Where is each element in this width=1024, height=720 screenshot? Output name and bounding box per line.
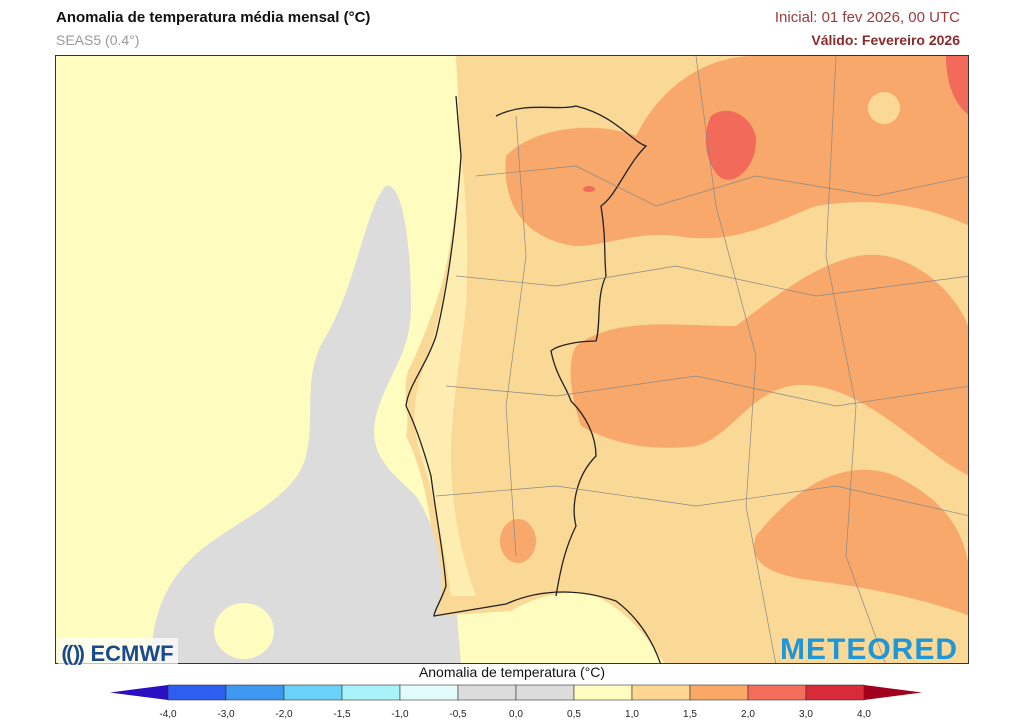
colorbar: -4,0 -3,0 -2,0 -1,5 -1,0 -0,5 0,0 0,5 1,0 1,5 2,0 3… bbox=[110, 684, 922, 720]
ecmwf-logo: ⸨⸩ ECMWF bbox=[58, 638, 178, 668]
colorbar-segment bbox=[283, 684, 343, 701]
neutral-anomaly-sea bbox=[151, 185, 461, 663]
colorbar-segment bbox=[689, 684, 749, 701]
colorbar-segment bbox=[805, 684, 865, 701]
warm-anomaly-southeast bbox=[754, 469, 968, 616]
warm-anomaly-algarve bbox=[500, 519, 536, 563]
map-title: Anomalia de temperatura média mensal (°C… bbox=[56, 9, 371, 26]
colorbar-segment bbox=[747, 684, 807, 701]
land-pocket bbox=[868, 92, 900, 124]
colorbar-tick-label: 0,5 bbox=[567, 709, 581, 720]
colorbar-tick-label: 1,0 bbox=[625, 709, 639, 720]
hot-anomaly bbox=[705, 110, 756, 180]
hot-anomaly-spot bbox=[583, 186, 595, 192]
colorbar-tick-label: 4,0 bbox=[857, 709, 871, 720]
model-subtitle: SEAS5 (0.4°) bbox=[56, 32, 140, 48]
anomaly-map bbox=[55, 55, 969, 664]
initial-date: Inicial: 01 fev 2026, 00 UTC bbox=[774, 9, 960, 26]
colorbar-segment bbox=[225, 684, 285, 701]
colorbar-tick-label: -1,0 bbox=[391, 709, 409, 720]
colorbar-segment bbox=[457, 684, 517, 701]
colorbar-tick-label: -4,0 bbox=[159, 709, 177, 720]
colorbar-tick-label: 1,5 bbox=[683, 709, 697, 720]
colorbar-tick-label: -1,5 bbox=[333, 709, 351, 720]
colorbar-segment bbox=[515, 684, 575, 701]
colorbar-tick-label: 3,0 bbox=[799, 709, 813, 720]
colorbar-tick-label: -3,0 bbox=[217, 709, 235, 720]
colorbar-segment bbox=[167, 684, 227, 701]
colorbar-tick-label: 2,0 bbox=[741, 709, 755, 720]
colorbar-tick-label: 0,0 bbox=[509, 709, 523, 720]
warm-anomaly-center bbox=[570, 254, 968, 475]
colorbar-segment bbox=[631, 684, 691, 701]
valid-period: Válido: Fevereiro 2026 bbox=[811, 32, 960, 48]
hot-anomaly-ne bbox=[946, 56, 968, 115]
colorbar-tick-label: -2,0 bbox=[275, 709, 293, 720]
colorbar-segment bbox=[341, 684, 401, 701]
colorbar-under-arrow bbox=[110, 685, 168, 700]
portugal-spain-border bbox=[495, 105, 648, 597]
map-svg bbox=[56, 56, 968, 663]
colorbar-title: Anomalia de temperatura (°C) bbox=[418, 664, 606, 680]
sea-pocket bbox=[214, 603, 274, 659]
colorbar-over-arrow bbox=[864, 685, 922, 700]
meteored-logo: METEORED bbox=[780, 633, 959, 666]
ecmwf-logo-text: ECMWF bbox=[90, 641, 174, 666]
coastal-band bbox=[414, 156, 476, 596]
admin-boundaries bbox=[435, 56, 968, 663]
colorbar-segment bbox=[573, 684, 633, 701]
colorbar-tick-label: -0,5 bbox=[449, 709, 467, 720]
colorbar-segment bbox=[399, 684, 459, 701]
coastline bbox=[405, 95, 661, 663]
